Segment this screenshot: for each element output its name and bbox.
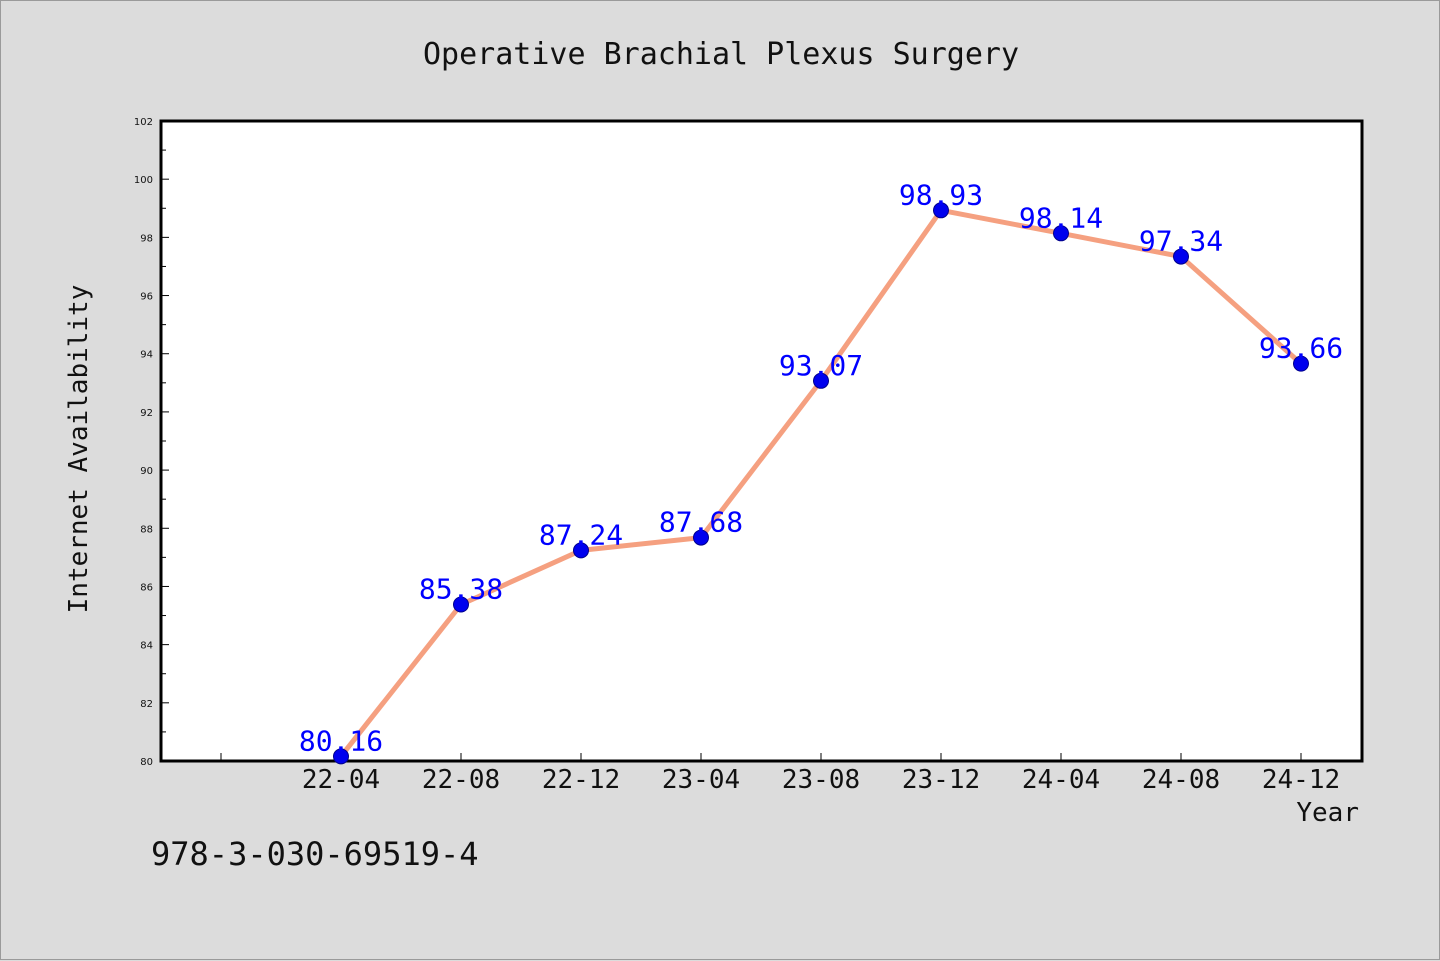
y-tick-label: 102 — [134, 117, 153, 128]
x-tick-label: 24-12 — [1262, 765, 1340, 795]
y-tick-label: 92 — [140, 408, 153, 419]
x-axis-label: Year — [1296, 798, 1359, 828]
data-point — [453, 596, 469, 613]
x-tick-label: 22-08 — [422, 765, 500, 795]
data-label: 85.38 — [419, 572, 503, 605]
data-point — [693, 529, 709, 546]
data-point — [1293, 355, 1309, 372]
data-labels: 80.16 85.38 87.24 87.68 93.07 98.93 98.14 97.34… — [299, 178, 1343, 757]
data-point — [813, 372, 829, 389]
y-tick-label: 94 — [140, 350, 153, 361]
y-tick-label: 80 — [140, 757, 153, 768]
x-tick-label: 23-08 — [782, 765, 860, 795]
chart-title: Operative Brachial Plexus Surgery — [423, 37, 1019, 72]
isbn-text: 978-3-030-69519-4 — [151, 835, 479, 873]
data-label: 97.34 — [1139, 225, 1223, 258]
series-line — [333, 202, 1309, 765]
x-tick-label: 24-04 — [1022, 765, 1100, 795]
data-label: 93.07 — [779, 349, 863, 382]
data-point — [1053, 225, 1069, 242]
y-tick-label: 84 — [140, 641, 153, 652]
data-label: 98.93 — [899, 178, 983, 211]
x-tick-label: 23-04 — [662, 765, 740, 795]
y-axis-label: Internet Availability — [64, 285, 94, 614]
data-point — [933, 202, 949, 219]
y-tick-label: 98 — [140, 233, 153, 244]
data-point — [333, 748, 349, 765]
data-point — [1173, 248, 1189, 265]
y-axis: 80 82 84 86 88 90 92 94 96 98 100 102 — [134, 117, 169, 768]
data-label: 87.68 — [659, 506, 743, 539]
x-tick-label: 22-04 — [302, 765, 380, 795]
x-tick-label: 24-08 — [1142, 765, 1220, 795]
y-tick-label: 86 — [140, 582, 153, 593]
x-tick-label: 23-12 — [902, 765, 980, 795]
x-tick-label: 22-12 — [542, 765, 620, 795]
y-tick-label: 88 — [140, 524, 153, 535]
y-tick-label: 100 — [134, 175, 153, 186]
plot-area — [159, 119, 1364, 763]
data-label: 93.66 — [1259, 332, 1343, 365]
y-tick-label: 90 — [140, 466, 153, 477]
data-label: 87.24 — [539, 518, 623, 551]
x-axis: 22-04 22-08 22-12 23-04 23-08 23-12 24-04 24-08… — [220, 753, 1340, 795]
y-tick-label: 96 — [140, 292, 153, 303]
y-tick-label: 82 — [140, 699, 153, 710]
data-point — [573, 542, 589, 559]
data-label: 98.14 — [1019, 201, 1103, 234]
data-label: 80.16 — [299, 724, 383, 757]
